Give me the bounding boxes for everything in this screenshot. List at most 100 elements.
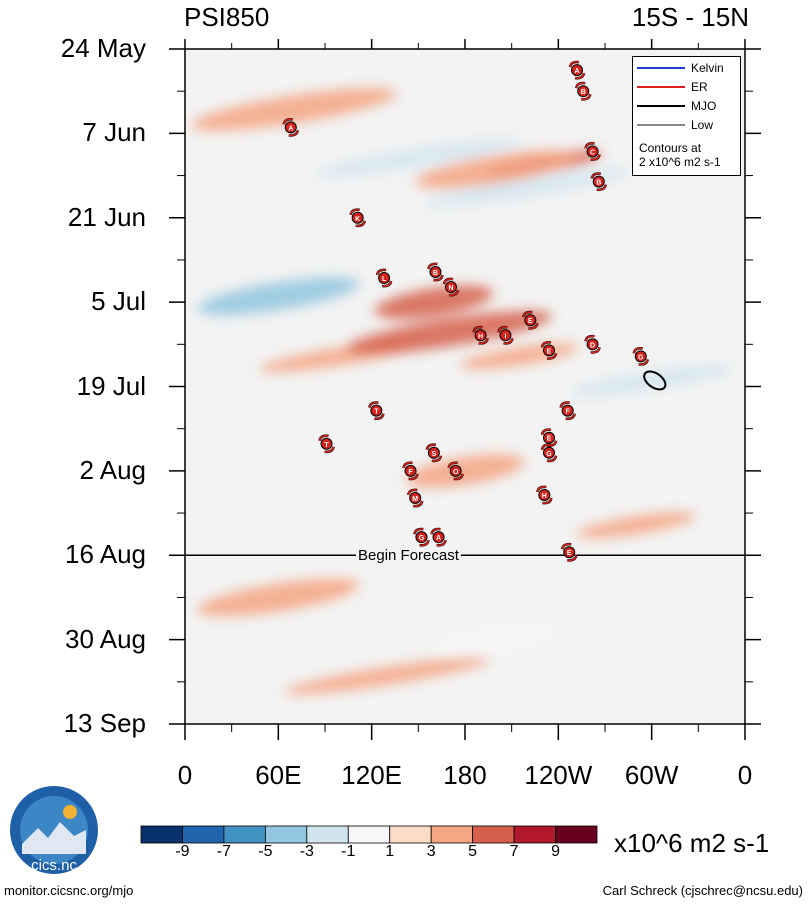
storm-body — [432, 531, 445, 544]
variable-title: PSI850 — [184, 2, 270, 32]
storm-tail-bottom-red — [590, 347, 601, 354]
legend-swatch-kelvin — [637, 67, 685, 69]
colorbar-swatch — [389, 825, 432, 844]
storm-label: A — [288, 125, 293, 132]
storm-tail-top-red — [522, 311, 533, 318]
storm-marker: I — [497, 325, 514, 345]
storm-body — [499, 329, 512, 342]
colorbar-swatch — [306, 825, 349, 844]
y-tick-label: 19 Jul — [76, 370, 146, 401]
storm-tail-top-red — [430, 528, 441, 535]
storm-label: F — [408, 469, 413, 476]
storm-tail-bottom-red — [528, 323, 539, 330]
storm-body — [543, 344, 555, 357]
colorbar-swatch — [140, 825, 183, 844]
storm-tail-top-red — [427, 263, 438, 270]
anomaly-band — [315, 138, 522, 177]
legend-note-line1: Contours at — [639, 141, 702, 155]
colorbar-swatch — [182, 825, 225, 844]
storm-label: L — [382, 276, 387, 283]
anomaly-band — [405, 454, 525, 488]
storm-tail-top-red — [376, 269, 387, 276]
x-tick-label: 120W — [524, 760, 593, 790]
colorbar-tick-label: -1 — [341, 843, 356, 860]
colorbar-tick-label: 7 — [509, 843, 519, 860]
storm-marker: G — [632, 346, 650, 366]
begin-forecast-label: Begin Forecast — [356, 547, 461, 564]
logo-text: cics.nc — [31, 857, 77, 874]
storm-tail-bottom-red — [567, 555, 578, 562]
x-tick-label: 60W — [624, 760, 679, 790]
storm-label: E — [547, 436, 552, 443]
storm-body — [370, 404, 383, 417]
colorbar — [140, 825, 598, 844]
footer-url: monitor.cicsnc.org/mjo — [4, 883, 134, 898]
storm-body — [409, 491, 422, 504]
storm-tail-bottom-red — [324, 446, 335, 453]
colorbar-tick-label: 5 — [468, 843, 478, 860]
storm-marker: N — [442, 277, 460, 297]
storm-body — [415, 531, 428, 544]
storm-marker: G — [540, 443, 558, 463]
storm-label: I — [504, 333, 506, 340]
storm-tail-top-red — [349, 208, 360, 215]
storm-tail-top-red — [584, 142, 595, 149]
storm-body — [427, 446, 440, 459]
storm-tail-bottom-red — [596, 184, 607, 191]
colorbar-swatch — [555, 825, 598, 844]
storm-marker: E — [560, 542, 578, 562]
storm-body — [634, 350, 647, 363]
x-tick-label: 0 — [177, 760, 193, 790]
storm-tail-top-red — [561, 543, 572, 550]
colorbar-swatch — [347, 825, 391, 844]
storm-marker: M — [406, 488, 424, 508]
legend-swatch-low — [637, 124, 685, 126]
storm-marker: F — [559, 401, 576, 420]
storm-tail-top-red — [541, 428, 552, 435]
storm-tail-bottom-red — [431, 455, 442, 462]
anomaly-band — [436, 622, 556, 657]
storm-tail-bottom-red — [413, 500, 424, 507]
legend-label-kelvin: Kelvin — [691, 61, 724, 75]
storm-marker: F — [402, 461, 419, 481]
storm-tail-top-red — [569, 61, 580, 68]
storm-label: B — [581, 89, 586, 96]
x-tick-label: 0 — [737, 760, 753, 790]
anomaly-band — [191, 87, 397, 131]
storm-tail-top-red — [575, 82, 586, 89]
storm-tail-bottom-red — [590, 154, 601, 161]
storm-tail-top-red — [541, 443, 552, 450]
storm-tail-top-red — [590, 172, 601, 179]
storm-tail-bottom-red — [478, 338, 489, 345]
storm-body — [378, 272, 391, 285]
y-tick-label: 2 Aug — [79, 454, 146, 485]
storm-tail-top-red — [584, 335, 595, 342]
storm-label: H — [542, 493, 547, 500]
colorbar-tick-label: 3 — [426, 843, 436, 860]
colorbar-tick-label: -3 — [299, 843, 314, 860]
storm-body — [586, 338, 599, 351]
legend-note-line2: 2 x10^6 m2 s-1 — [639, 155, 721, 169]
legend-label-er: ER — [691, 80, 708, 94]
legend-item-er: ER — [637, 79, 708, 95]
storm-label: E — [567, 550, 572, 557]
anomaly-band — [576, 512, 696, 539]
storm-label: B — [433, 270, 438, 277]
storm-marker: G — [413, 527, 430, 547]
anomaly-band — [415, 150, 578, 189]
colorbar-tick-label: 1 — [385, 843, 395, 860]
storm-marker: O — [447, 461, 464, 481]
storm-body — [577, 85, 590, 98]
colorbar-tick-label: -9 — [175, 843, 190, 860]
storm-marker: T — [318, 434, 335, 454]
storm-marker: B — [574, 81, 592, 101]
storm-tail-top-red — [426, 443, 436, 450]
storm-marker: A — [282, 117, 300, 137]
storm-tail-top-red — [541, 341, 552, 348]
storm-tail-top-red — [413, 528, 424, 535]
storm-tail-top-red — [368, 401, 379, 408]
colorbar-swatch — [513, 825, 556, 844]
storm-body — [586, 145, 599, 158]
legend-item-kelvin: Kelvin — [637, 60, 724, 76]
colorbar-swatch — [223, 825, 266, 844]
